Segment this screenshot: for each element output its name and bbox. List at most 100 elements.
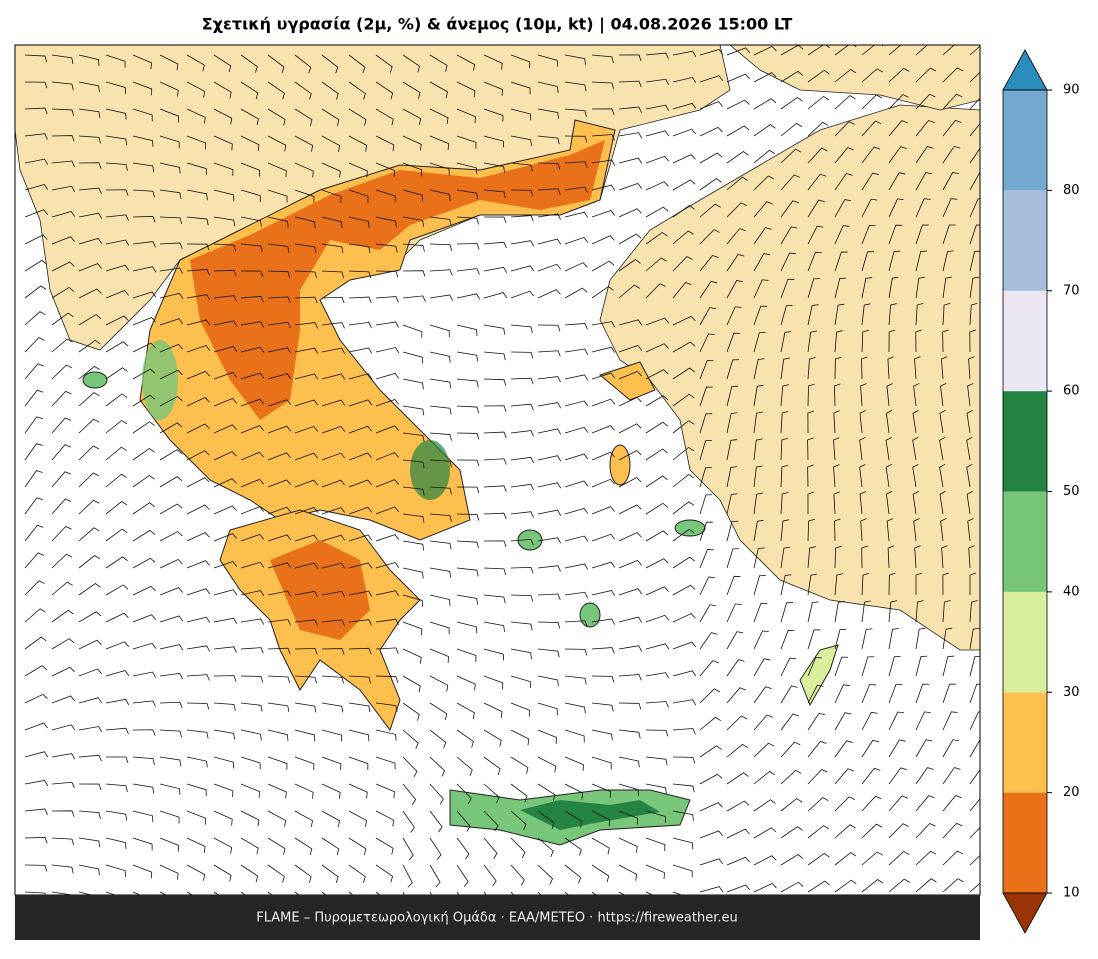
wind-barb: [24, 779, 49, 787]
wind-barb: [51, 417, 72, 434]
wind-barb: [672, 783, 695, 793]
wind-barb: [186, 477, 210, 488]
wind-barb: [267, 296, 291, 303]
wind-barb: [780, 437, 789, 461]
wind-barb: [294, 81, 312, 100]
wind-barb: [861, 356, 868, 380]
wind-barb: [348, 534, 373, 542]
wind-barb: [375, 162, 395, 177]
wind-barb: [912, 436, 919, 461]
wind-barb: [402, 648, 422, 664]
wind-barb: [969, 303, 978, 326]
wind-barb: [240, 783, 260, 798]
wind-barb: [105, 162, 128, 171]
wind-barb: [966, 491, 973, 515]
wind-barb: [240, 561, 265, 569]
wind-barb: [618, 559, 642, 569]
wind-barb: [294, 590, 319, 598]
wind-barb: [321, 783, 341, 799]
wind-barb: [967, 383, 974, 407]
wind-barb: [402, 810, 415, 833]
wind-barb: [402, 108, 422, 125]
wind-barb: [78, 418, 100, 434]
wind-barb: [966, 409, 973, 434]
wind-barb: [780, 464, 789, 488]
wind-barb: [672, 420, 695, 434]
wind-barb: [886, 518, 894, 542]
wind-barb: [375, 135, 395, 152]
wind-barb: [915, 655, 928, 677]
wind-barb: [939, 436, 946, 461]
wind-barb: [969, 767, 980, 785]
wind-barb: [537, 537, 562, 544]
wind-barb: [645, 448, 668, 461]
wind-barb: [51, 581, 73, 596]
wind-barb: [402, 295, 426, 302]
wind-barb: [510, 324, 533, 334]
wind-barb: [591, 81, 615, 90]
wind-barb: [645, 502, 669, 515]
colorbar-tick-label: 50: [1063, 484, 1080, 499]
wind-barb: [537, 238, 562, 245]
wind-barb: [186, 702, 210, 710]
wind-barb: [78, 472, 100, 488]
wind-barb: [483, 241, 507, 249]
wind-barb: [564, 426, 589, 434]
wind-barb: [402, 594, 423, 607]
wind-barb: [186, 532, 210, 542]
wind-barb: [375, 81, 394, 100]
wind-barb: [375, 702, 398, 712]
wind-barb: [753, 45, 777, 56]
wind-barb: [51, 54, 74, 65]
wind-barb: [402, 729, 419, 750]
wind-barb: [240, 618, 265, 625]
wind-barb: [834, 225, 850, 245]
wind-barb: [564, 186, 589, 193]
wind-barb: [834, 712, 852, 731]
wind-barb: [186, 616, 211, 623]
wind-barb: [915, 767, 934, 785]
colorbar-bin: [1003, 692, 1047, 793]
wind-barb: [861, 45, 884, 56]
wind-barb: [213, 397, 237, 407]
wind-barb: [888, 711, 905, 731]
wind-barb: [294, 243, 317, 254]
wind-barb: [348, 54, 366, 74]
wind-barb: [537, 509, 562, 516]
wind-barb: [51, 286, 75, 299]
wind-barb: [267, 837, 286, 855]
wind-barb: [564, 675, 587, 685]
wind-barb: [483, 864, 497, 887]
wind-barb: [510, 483, 534, 491]
wind-barb: [780, 798, 803, 812]
wind-barb: [456, 864, 469, 887]
wind-barb: [375, 54, 393, 73]
wind-barb: [132, 447, 155, 461]
wind-barb: [321, 162, 341, 178]
wind-barb: [886, 491, 893, 515]
wind-barb: [348, 756, 369, 770]
wind-barb: [861, 172, 879, 191]
wind-barb: [753, 770, 776, 785]
wind-barb: [510, 594, 534, 602]
wind-barb: [213, 320, 238, 327]
wind-barb: [429, 648, 449, 663]
wind-barb: [833, 491, 840, 515]
wind-barb: [591, 108, 615, 115]
wind-barb: [915, 198, 931, 218]
wind-barb: [159, 701, 183, 709]
wind-barb: [132, 810, 154, 823]
wind-barb: [429, 486, 452, 495]
wind-barb: [780, 685, 798, 704]
wind-barb: [969, 329, 976, 353]
wind-barb: [429, 135, 449, 150]
wind-barb: [672, 810, 694, 821]
wind-barb: [51, 471, 71, 488]
wind-barb: [834, 518, 841, 542]
wind-barb: [105, 528, 128, 542]
colorbar-bin: [1003, 90, 1047, 191]
wind-barb: [807, 797, 829, 812]
wind-barb: [618, 80, 642, 88]
wind-barb: [807, 45, 830, 56]
wind-barb: [294, 216, 316, 229]
